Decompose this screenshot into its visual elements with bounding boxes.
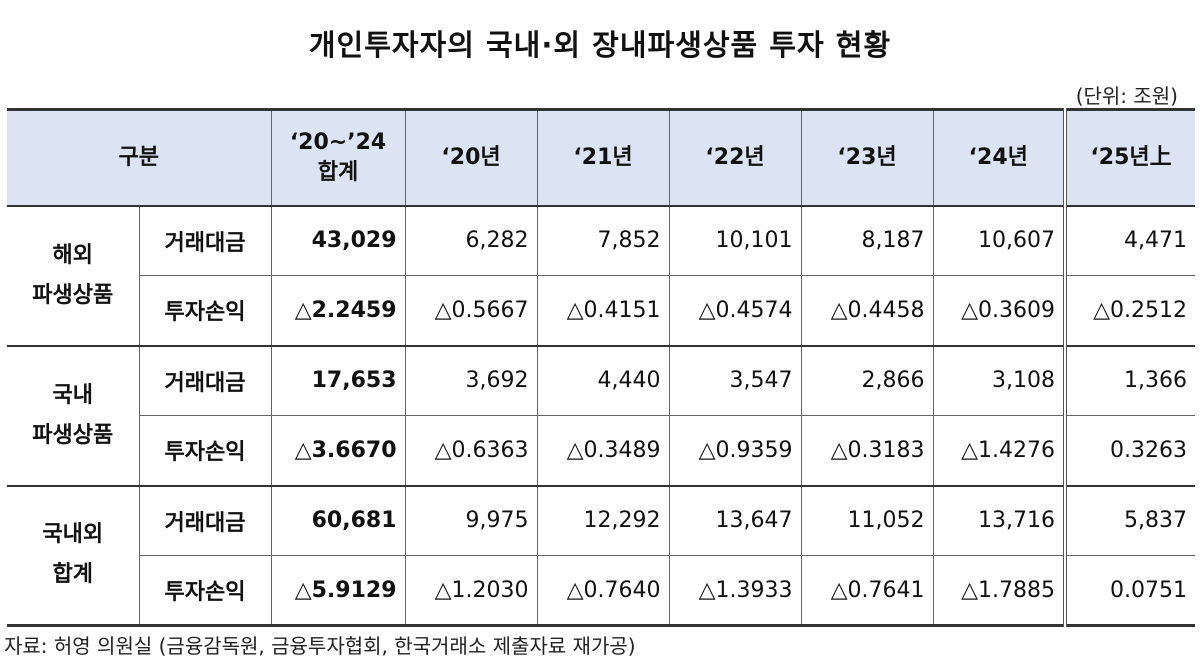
value-cell-2023: 2,866 bbox=[800, 344, 934, 416]
group-label-line: 합계 bbox=[52, 562, 93, 588]
row-label: 투자손익 bbox=[139, 275, 272, 346]
unit-note: (단위: 조원) bbox=[1075, 84, 1178, 108]
row-label: 투자손익 bbox=[139, 415, 272, 486]
value-cell-2024: 3,108 bbox=[932, 344, 1066, 416]
value-cell-2022: 13,647 bbox=[668, 484, 802, 556]
header-total: ‘20~’24 합계 bbox=[270, 109, 406, 206]
value-cell-2020: 9,975 bbox=[404, 484, 538, 556]
header-2025-h1: ‘25년上 bbox=[1063, 109, 1196, 206]
group-label-line: 파생상품 bbox=[32, 422, 114, 448]
value-cell-2024: △0.3609 bbox=[932, 275, 1066, 346]
value-cell-total: △3.6670 bbox=[270, 415, 406, 486]
value-cell-2024: △1.7885 bbox=[932, 555, 1066, 626]
group-label-line: 해외 bbox=[52, 242, 93, 268]
header-total-label: 합계 bbox=[317, 159, 359, 185]
row-label: 거래대금 bbox=[138, 205, 272, 276]
header-category: 구분 bbox=[7, 109, 272, 206]
value-cell-2020: 3,692 bbox=[404, 344, 538, 416]
value-cell-2022: △1.3933 bbox=[668, 555, 802, 626]
value-cell-2024: 10,607 bbox=[932, 205, 1066, 276]
value-cell-2022: △0.4574 bbox=[668, 275, 802, 346]
value-cell-2021: 12,292 bbox=[536, 484, 670, 556]
value-cell-2025-h1: 1,366 bbox=[1063, 344, 1196, 416]
source-note: 자료: 허영 의원실 (금융감독원, 금융투자협회, 한국거래소 제출자료 재가… bbox=[4, 634, 636, 658]
value-cell-2025-h1: 5,837 bbox=[1063, 484, 1196, 556]
value-cell-2021: 7,852 bbox=[536, 205, 670, 276]
value-cell-2023: 8,187 bbox=[800, 205, 934, 276]
group-label-line: 파생상품 bbox=[32, 282, 114, 308]
table-row: 해외 파생상품 거래대금 43,029 6,282 7,852 10,101 8,187 10,… bbox=[7, 205, 1196, 346]
table-row: 투자손익 △3.6670 △0.6363 △0.3489 △0.9359 △0.3183 △… bbox=[7, 415, 1196, 486]
header-2023: ‘23년 bbox=[800, 109, 934, 206]
value-cell-2020: △0.6363 bbox=[404, 415, 538, 486]
value-cell-total: △2.2459 bbox=[270, 275, 406, 346]
value-cell-total: 60,681 bbox=[270, 484, 406, 556]
value-cell-2025-h1: 0.3263 bbox=[1063, 415, 1196, 486]
value-cell-2023: △0.7641 bbox=[800, 555, 934, 626]
value-cell-2021: △0.7640 bbox=[536, 555, 670, 626]
value-cell-total: 43,029 bbox=[270, 205, 406, 276]
table-row: 국내 파생상품 거래대금 17,653 3,692 4,440 3,547 2,866 3,10… bbox=[7, 344, 1196, 486]
value-cell-2021: △0.4151 bbox=[536, 275, 670, 346]
value-cell-total: △5.9129 bbox=[270, 555, 406, 626]
value-cell-2020: 6,282 bbox=[404, 205, 538, 276]
value-cell-2022: 10,101 bbox=[668, 205, 802, 276]
value-cell-2025-h1: 0.0751 bbox=[1063, 555, 1196, 626]
value-cell-2020: △0.5667 bbox=[404, 275, 538, 346]
value-cell-2024: 13,716 bbox=[932, 484, 1066, 556]
table-row: 국내외 합계 거래대금 60,681 9,975 12,292 13,647 11,052 13… bbox=[7, 484, 1196, 626]
header-2022: ‘22년 bbox=[668, 109, 802, 206]
value-cell-2022: 3,547 bbox=[668, 344, 802, 416]
header-row: 구분 ‘20~’24 합계 ‘20년 ‘21년 ‘22년 ‘23년 ‘24년 ‘… bbox=[7, 109, 1196, 206]
table-row: 투자손익 △2.2459 △0.5667 △0.4151 △0.4574 △0.4458 △… bbox=[7, 275, 1196, 346]
value-cell-total: 17,653 bbox=[270, 344, 406, 416]
value-cell-2021: 4,440 bbox=[536, 344, 670, 416]
header-2024: ‘24년 bbox=[932, 109, 1066, 206]
table-row: 투자손익 △5.9129 △1.2030 △0.7640 △1.3933 △0.7641 △… bbox=[7, 555, 1196, 626]
derivatives-table: 구분 ‘20~’24 합계 ‘20년 ‘21년 ‘22년 ‘23년 ‘24년 ‘… bbox=[7, 108, 1196, 627]
row-label: 투자손익 bbox=[139, 555, 272, 626]
header-total-period: ‘20~’24 bbox=[289, 129, 387, 155]
value-cell-2020: △1.2030 bbox=[404, 555, 538, 626]
header-2021: ‘21년 bbox=[536, 109, 670, 206]
page-title: 개인투자자의 국내·외 장내파생상품 투자 현황 bbox=[308, 28, 892, 62]
value-cell-2024: △1.4276 bbox=[932, 415, 1066, 486]
group-label-line: 국내외 bbox=[42, 522, 104, 548]
value-cell-2023: 11,052 bbox=[800, 484, 934, 556]
value-cell-2025-h1: △0.2512 bbox=[1063, 275, 1196, 346]
value-cell-2023: △0.4458 bbox=[800, 275, 934, 346]
row-label: 거래대금 bbox=[138, 344, 272, 416]
row-label: 거래대금 bbox=[138, 484, 272, 556]
value-cell-2025-h1: 4,471 bbox=[1063, 205, 1196, 276]
value-cell-2021: △0.3489 bbox=[536, 415, 670, 486]
group-label-line: 국내 bbox=[52, 382, 93, 408]
table-body: 해외 파생상품 거래대금 43,029 6,282 7,852 10,101 8,187 10,… bbox=[7, 205, 1196, 626]
value-cell-2023: △0.3183 bbox=[800, 415, 934, 486]
header-2020: ‘20년 bbox=[404, 109, 538, 206]
value-cell-2022: △0.9359 bbox=[668, 415, 802, 486]
